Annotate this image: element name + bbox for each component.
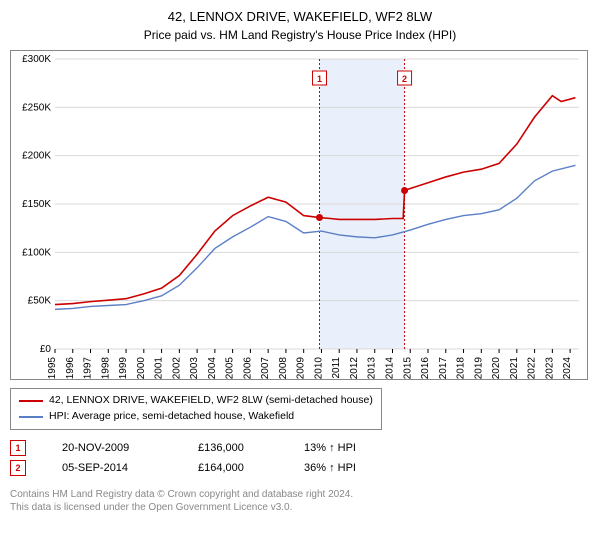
chart-subtitle: Price paid vs. HM Land Registry's House … <box>10 28 590 42</box>
chart-svg: £0 £50K £100K £150K £200K £250K £300K 1 2 1995 199… <box>11 51 589 381</box>
event-delta: 13% ↑ HPI <box>304 442 356 454</box>
event-date: 05-SEP-2014 <box>62 462 162 474</box>
legend-item: 42, LENNOX DRIVE, WAKEFIELD, WF2 8LW (se… <box>19 393 373 409</box>
footer-line-2: This data is licensed under the Open Gov… <box>10 501 590 515</box>
x-tick-label: 2017 <box>438 357 449 380</box>
event-price: £164,000 <box>198 462 268 474</box>
x-tick-label: 2001 <box>154 357 165 380</box>
event-row: 2 05-SEP-2014 £164,000 36% ↑ HPI <box>10 458 590 478</box>
legend-item: HPI: Average price, semi-detached house,… <box>19 409 373 425</box>
y-tick-label: £300K <box>22 54 51 65</box>
x-tick-label: 2008 <box>278 357 289 380</box>
chart-title: 42, LENNOX DRIVE, WAKEFIELD, WF2 8LW <box>10 8 590 26</box>
legend-swatch <box>19 416 43 418</box>
chart-plot-area: £0 £50K £100K £150K £200K £250K £300K 1 2 1995 199… <box>10 50 588 380</box>
x-tick-label: 2010 <box>313 357 324 380</box>
x-tick-label: 2009 <box>296 357 307 380</box>
x-tick-label: 1995 <box>47 357 58 380</box>
x-tick-label: 2023 <box>544 357 555 380</box>
event-marker-icon: 1 <box>10 440 26 456</box>
x-tick-label: 2003 <box>189 357 200 380</box>
event-list: 1 20-NOV-2009 £136,000 13% ↑ HPI 2 05-SEP-201… <box>10 438 590 478</box>
x-tick-label: 2021 <box>509 357 520 380</box>
footer-text: Contains HM Land Registry data © Crown c… <box>10 488 590 515</box>
x-tick-label: 2024 <box>562 357 573 380</box>
event-row: 1 20-NOV-2009 £136,000 13% ↑ HPI <box>10 438 590 458</box>
series-hpi <box>55 166 575 310</box>
x-tick-label: 2002 <box>171 357 182 380</box>
event-date: 20-NOV-2009 <box>62 442 162 454</box>
y-tick-label: £150K <box>22 199 51 210</box>
x-tick-label: 1996 <box>65 357 76 380</box>
y-tick-label: £100K <box>22 248 51 259</box>
x-tick-label: 2013 <box>367 357 378 380</box>
event-marker-label: 2 <box>402 74 407 84</box>
x-tick-label: 2004 <box>207 357 218 380</box>
x-tick-label: 2007 <box>260 357 271 380</box>
x-tick-label: 2014 <box>384 357 395 380</box>
legend-swatch <box>19 400 43 402</box>
footer-line-1: Contains HM Land Registry data © Crown c… <box>10 488 590 502</box>
series-marker <box>316 214 323 221</box>
event-marker-label: 1 <box>317 74 322 84</box>
series-property <box>55 96 575 305</box>
x-tick-label: 2011 <box>331 357 342 379</box>
x-tick-label: 1997 <box>83 357 94 380</box>
x-tick-label: 2015 <box>402 357 413 380</box>
x-tick-label: 2000 <box>136 357 147 380</box>
event-marker-icon: 2 <box>10 460 26 476</box>
x-tick-label: 1998 <box>100 357 111 380</box>
x-tick-label: 2020 <box>491 357 502 380</box>
event-delta: 36% ↑ HPI <box>304 462 356 474</box>
x-tick-label: 2012 <box>349 357 360 380</box>
x-tick-label: 2006 <box>242 357 253 380</box>
y-tick-label: £200K <box>22 151 51 162</box>
x-tick-label: 2019 <box>473 357 484 380</box>
x-tick-label: 2016 <box>420 357 431 380</box>
x-tick-label: 2022 <box>527 357 538 380</box>
legend-label: HPI: Average price, semi-detached house,… <box>49 409 294 425</box>
chart-container: 42, LENNOX DRIVE, WAKEFIELD, WF2 8LW Pri… <box>0 0 600 525</box>
x-tick-label: 1999 <box>118 357 129 380</box>
series-marker <box>401 187 408 194</box>
y-tick-label: £250K <box>22 103 51 114</box>
legend-label: 42, LENNOX DRIVE, WAKEFIELD, WF2 8LW (se… <box>49 393 373 409</box>
legend-box: 42, LENNOX DRIVE, WAKEFIELD, WF2 8LW (se… <box>10 388 382 430</box>
y-tick-label: £50K <box>28 296 52 307</box>
x-tick-label: 2005 <box>225 357 236 380</box>
y-tick-label: £0 <box>40 344 52 355</box>
x-tick-label: 2018 <box>456 357 467 380</box>
event-price: £136,000 <box>198 442 268 454</box>
